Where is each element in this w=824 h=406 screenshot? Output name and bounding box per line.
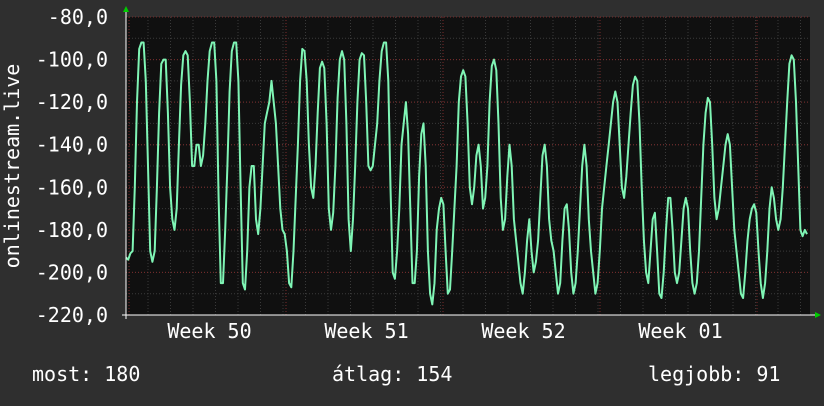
x-tick-label: Week 01: [638, 319, 722, 343]
x-axis-arrow-icon: [815, 312, 821, 318]
y-tick-label: -160,0: [36, 175, 108, 199]
legend-best: legjobb: 91: [648, 362, 780, 386]
y-tick-label: -180,0: [36, 218, 108, 242]
y-tick-label: -140,0: [36, 133, 108, 157]
series-line: [125, 41, 808, 306]
x-tick-label: Week 52: [481, 319, 565, 343]
y-tick-label: -220,0: [36, 303, 108, 327]
y-tick-label: -100,0: [36, 48, 108, 72]
x-tick-label: Week 51: [324, 319, 408, 343]
y-tick-label: -80,0: [48, 5, 108, 29]
x-axis: Week 50 Week 51 Week 52 Week 01: [167, 319, 722, 343]
y-axis: -80,0 -100,0 -120,0 -140,0 -160,0 -180,0 -200,…: [36, 5, 108, 327]
legend-current: most: 180: [32, 362, 140, 386]
y-tick-label: -200,0: [36, 260, 108, 284]
x-tick-label: Week 50: [167, 319, 251, 343]
y-axis-arrow-icon: [123, 6, 129, 12]
legend-average: átlag: 154: [332, 362, 452, 386]
y-tick-label: -120,0: [36, 90, 108, 114]
y-axis-label: onlinestream.live: [0, 64, 24, 269]
axis-lines: [122, 6, 821, 319]
